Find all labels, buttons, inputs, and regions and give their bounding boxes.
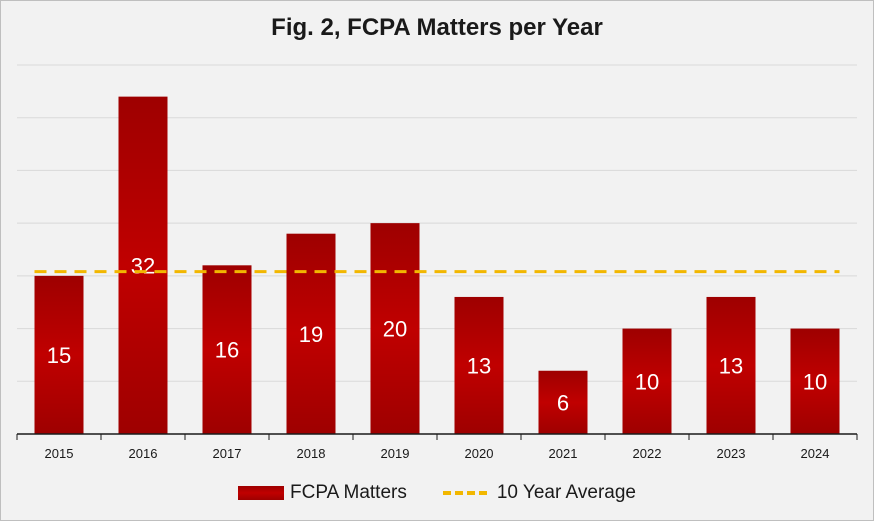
bar [370,223,420,434]
bar [454,296,504,434]
legend-label-average: 10 Year Average [496,482,636,503]
legend-label-bars: FCPA Matters [290,482,407,503]
bars: 15 32 16 19 20 13 6 10 13 10 [34,96,840,434]
legend-swatch-average [442,491,487,495]
data-label: 13 [467,353,491,378]
data-label: 10 [635,369,659,394]
bar [34,275,84,434]
data-label: 6 [557,390,569,415]
x-tick-label: 2023 [717,446,746,461]
data-label: 15 [47,343,71,368]
legend-item-average: 10 Year Average [442,482,636,504]
legend-swatch-bars [238,486,285,500]
bar-chart: 15 32 16 19 20 13 6 10 13 10 2015 2016 2017 2018 2019… [16,64,858,461]
bar [706,296,756,434]
bar [286,233,336,434]
data-label: 20 [383,317,407,342]
bar [622,328,672,434]
x-tick-label: 2016 [129,446,158,461]
legend-item-bars: FCPA Matters [238,482,407,504]
x-tick-label: 2017 [213,446,242,461]
legend: FCPA Matters 10 Year Average [0,480,874,506]
data-label: 16 [215,338,239,363]
data-label: 32 [131,253,155,278]
data-label: 19 [299,322,323,347]
bar [118,96,168,434]
x-tick-label: 2022 [633,446,662,461]
x-tick-label: 2015 [45,446,74,461]
bar [202,265,252,434]
data-label: 13 [719,353,743,378]
chart-title: Fig. 2, FCPA Matters per Year [271,14,603,41]
x-tick-label: 2020 [465,446,494,461]
x-axis: 2015 2016 2017 2018 2019 2020 2021 2022 2023 2024 [16,433,858,461]
bar [538,370,588,434]
x-tick-label: 2021 [549,446,578,461]
x-tick-label: 2018 [297,446,326,461]
x-tick-label: 2019 [381,446,410,461]
x-tick-label: 2024 [801,446,830,461]
data-label: 10 [803,369,827,394]
bar [790,328,840,434]
